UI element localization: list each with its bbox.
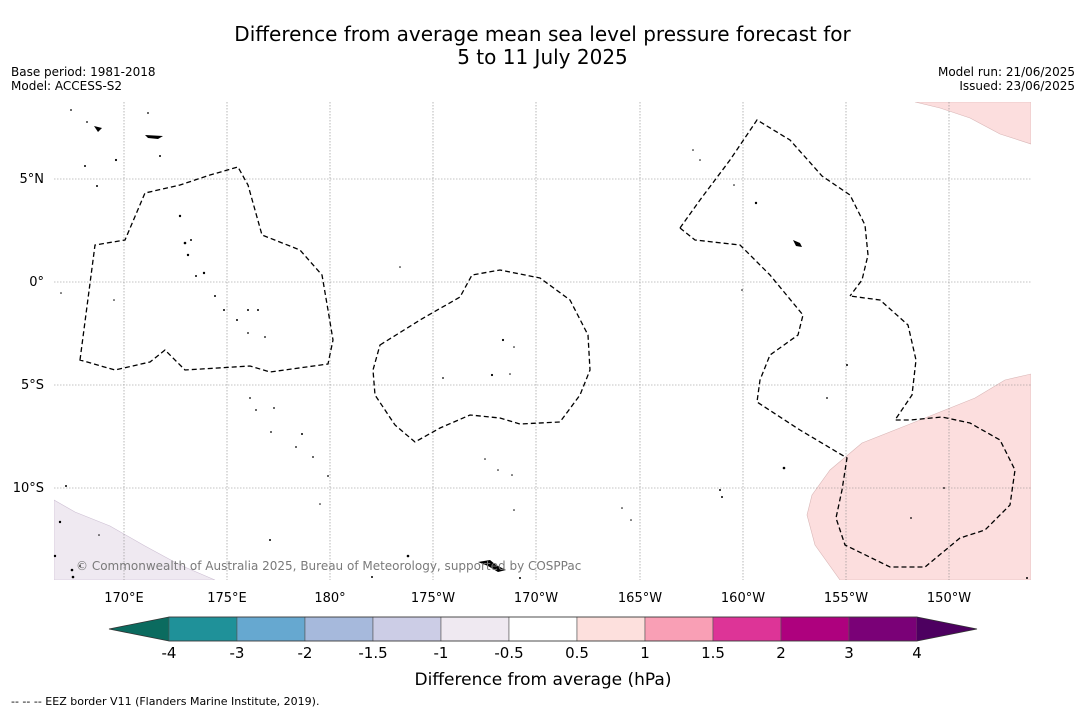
eez-footnote: -- -- -- EEZ border V11 (Flanders Marine… xyxy=(11,695,320,708)
lon-label-180: 180° xyxy=(314,591,345,606)
base-period-text: Base period: 1981-2018 xyxy=(11,65,156,79)
latitude-labels: 5°N 0° 5°S 10°S xyxy=(13,172,44,496)
colorbar-tick-label: 3 xyxy=(844,644,854,662)
colorbar-tick-label: -1.5 xyxy=(358,644,387,662)
eez-border-kiribati-line xyxy=(679,119,869,297)
map-title-line2: 5 to 11 July 2025 xyxy=(457,45,628,69)
copyright-notice: © Commonwealth of Australia 2025, Bureau… xyxy=(76,559,581,573)
meta-right: Model run: 21/06/2025 Issued: 23/06/2025 xyxy=(938,65,1075,93)
colorbar-tick-label: 1.5 xyxy=(701,644,725,662)
colorbar-bin xyxy=(168,616,238,642)
colorbar-bins xyxy=(168,616,918,642)
lat-label-5s: 5°S xyxy=(21,378,44,393)
colorbar-bin xyxy=(644,616,714,642)
colorbar-tick-label: -1 xyxy=(434,644,449,662)
colorbar-tick-label: 4 xyxy=(912,644,922,662)
colorbar-bin xyxy=(236,616,306,642)
colorbar-bin xyxy=(780,616,850,642)
colorbar: -4 -3 -2 -1.5 -1 -0.5 0.5 1 1.5 2 3 4 Difference fr… xyxy=(108,616,978,690)
colorbar-bin xyxy=(304,616,374,642)
colorbar-bin xyxy=(440,616,510,642)
colorbar-bin xyxy=(508,616,578,642)
colorbar-label: Difference from average (hPa) xyxy=(415,670,672,690)
graticule xyxy=(54,102,1031,580)
colorbar-tick-label: 0.5 xyxy=(565,644,589,662)
lat-label-0: 0° xyxy=(29,275,44,290)
colorbar-tick-label: -0.5 xyxy=(494,644,523,662)
map-panel: © Commonwealth of Australia 2025, Bureau… xyxy=(53,102,1031,580)
colorbar-bin xyxy=(848,616,918,642)
lon-label-150w: 150°W xyxy=(927,591,971,606)
eez-border-line-south xyxy=(679,227,1016,568)
eez-border-kiribati-phoenix xyxy=(372,269,591,443)
lon-label-170w: 170°W xyxy=(514,591,558,606)
model-run-text: Model run: 21/06/2025 xyxy=(937,65,1075,79)
colorbar-bin xyxy=(712,616,782,642)
longitude-labels: 170°E 175°E 180° 175°W 170°W 165°W 160°W… xyxy=(104,591,971,606)
lon-label-175w: 175°W xyxy=(411,591,455,606)
positive-anomaly-area-northeast xyxy=(914,102,1031,145)
colorbar-tick-label: 1 xyxy=(640,644,650,662)
lon-label-155w: 155°W xyxy=(824,591,868,606)
eez-borders xyxy=(79,119,1016,568)
coastlines xyxy=(53,109,1028,579)
lon-label-165w: 165°W xyxy=(618,591,662,606)
meta-left: Base period: 1981-2018 Model: ACCESS-S2 xyxy=(11,65,156,93)
lon-label-160w: 160°W xyxy=(721,591,765,606)
lat-label-5n: 5°N xyxy=(20,172,45,187)
map-title-line1: Difference from average mean sea level p… xyxy=(234,22,851,46)
colorbar-bin xyxy=(372,616,442,642)
colorbar-tick-label: 2 xyxy=(776,644,786,662)
colorbar-tick-label: -4 xyxy=(162,644,177,662)
negative-anomaly-area-southwest xyxy=(54,499,216,580)
lon-label-170e: 170°E xyxy=(104,591,144,606)
colorbar-tick-labels: -4 -3 -2 -1.5 -1 -0.5 0.5 1 1.5 2 3 4 xyxy=(162,644,922,662)
eez-border-kiribati-gilbert xyxy=(79,166,334,373)
model-text: Model: ACCESS-S2 xyxy=(11,79,123,93)
colorbar-bin xyxy=(576,616,646,642)
colorbar-under-arrow xyxy=(109,617,169,641)
issued-text: Issued: 23/06/2025 xyxy=(959,79,1075,93)
lon-label-175e: 175°E xyxy=(207,591,247,606)
colorbar-tick-label: -2 xyxy=(298,644,313,662)
lat-label-10s: 10°S xyxy=(13,481,44,496)
colorbar-tick-label: -3 xyxy=(230,644,245,662)
colorbar-over-arrow xyxy=(917,617,977,641)
